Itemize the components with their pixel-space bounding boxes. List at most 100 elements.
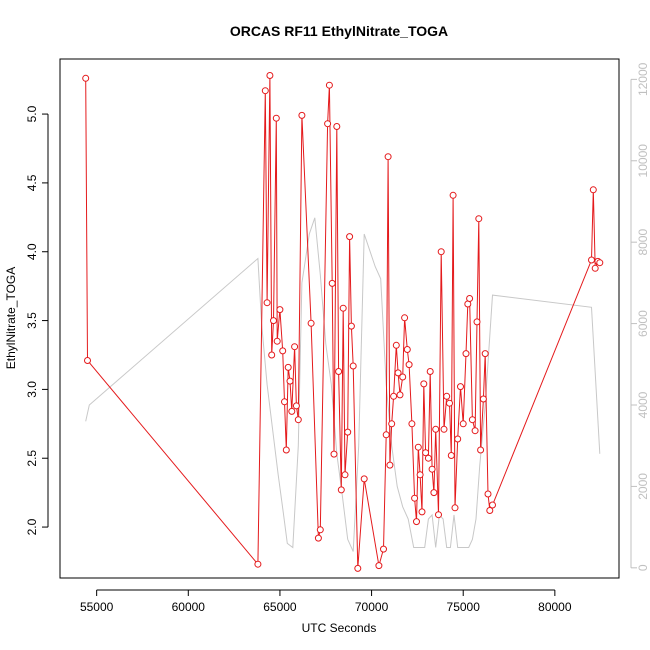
data-point-12 [281,398,288,406]
data-point-20 [298,111,306,119]
y2-tick-label: 2000 [636,473,650,500]
data-point-42 [384,153,392,161]
data-point-36 [349,362,357,370]
red-series-layer [82,72,604,572]
y2-tick-label: 10000 [636,144,650,178]
data-point-66 [435,511,442,519]
data-point-18 [292,402,300,410]
data-point-92 [591,264,599,272]
y-tick-label: 3.0 [25,381,39,398]
data-point-81 [471,427,479,435]
data-point-17 [291,343,299,351]
data-point-89 [489,501,496,509]
data-point-90 [588,256,595,264]
y2-tick-label: 0 [636,564,650,571]
data-point-28 [333,123,341,130]
data-point-41 [382,431,390,439]
data-point-60 [422,449,430,457]
y2-tick-label: 6000 [636,310,650,337]
data-point-69 [443,392,451,400]
y-tick-label: 4.0 [25,243,39,260]
data-point-71 [447,452,455,459]
data-point-74 [454,435,462,443]
x-tick-label: 70000 [355,600,389,614]
data-point-62 [426,368,434,375]
data-point-70 [446,399,453,407]
data-point-38 [360,475,368,483]
data-point-6 [268,351,276,359]
data-point-88 [486,507,494,514]
data-point-51 [403,346,411,353]
data-point-46 [392,341,400,349]
y-tick-label: 5.0 [25,105,39,122]
data-point-63 [428,465,436,473]
data-point-65 [432,425,440,433]
data-point-75 [457,383,464,391]
data-point-91 [589,186,597,194]
data-point-27 [330,450,338,458]
data-point-4 [263,299,271,307]
data-point-32 [341,471,349,479]
data-point-86 [481,350,489,358]
data-point-52 [405,361,413,369]
y2-tick-label: 12000 [636,62,650,96]
data-point-76 [459,420,467,428]
data-point-73 [451,504,459,512]
data-point-1 [84,357,91,364]
x-axis-label: UTC Seconds [302,621,377,635]
x-tick-label: 60000 [172,600,206,614]
data-point-13 [282,446,290,454]
data-point-26 [328,279,336,287]
x-tick-label: 75000 [447,600,481,614]
y2-tick-label: 4000 [636,391,650,418]
data-point-77 [462,350,470,358]
y-tick-label: 4.5 [25,174,39,191]
data-point-64 [430,489,438,497]
data-point-54 [411,494,419,502]
data-point-56 [414,443,422,451]
data-point-0 [82,74,90,82]
data-point-8 [272,114,280,122]
data-point-37 [354,564,362,572]
data-point-40 [380,545,387,553]
data-point-83 [475,215,483,223]
data-point-21 [307,319,315,327]
data-point-72 [449,191,457,199]
data-point-31 [339,304,347,312]
data-point-79 [466,295,474,302]
data-point-44 [388,420,396,428]
data-point-33 [344,428,352,436]
data-point-10 [276,306,284,314]
data-point-3 [261,87,269,95]
y-tick-label: 2.5 [25,450,39,467]
data-point-25 [325,81,333,89]
data-point-84 [477,446,485,454]
y2-tick-label: 8000 [636,229,650,256]
data-point-87 [484,490,492,498]
data-point-80 [468,416,476,424]
data-point-5 [266,72,274,79]
y-tick-label: 3.5 [25,312,39,329]
data-point-34 [346,233,354,241]
data-point-39 [375,562,383,570]
x-tick-label: 80000 [538,600,572,614]
data-point-57 [416,471,424,479]
data-point-58 [418,508,426,516]
data-point-16 [288,407,296,415]
y-tick-label: 2.0 [25,518,39,535]
grey-series-layer [85,217,601,552]
data-point-48 [396,391,404,399]
data-point-14 [284,363,292,371]
data-point-59 [420,380,428,388]
data-point-23 [316,526,324,534]
data-point-85 [479,395,487,403]
data-point-29 [335,368,343,375]
data-point-45 [390,392,398,400]
data-point-43 [386,461,394,469]
data-point-50 [401,314,409,322]
chart-title: ORCAS RF11 EthylNitrate_TOGA [230,23,448,39]
x-tick-label: 55000 [80,600,114,614]
data-point-35 [347,322,355,330]
